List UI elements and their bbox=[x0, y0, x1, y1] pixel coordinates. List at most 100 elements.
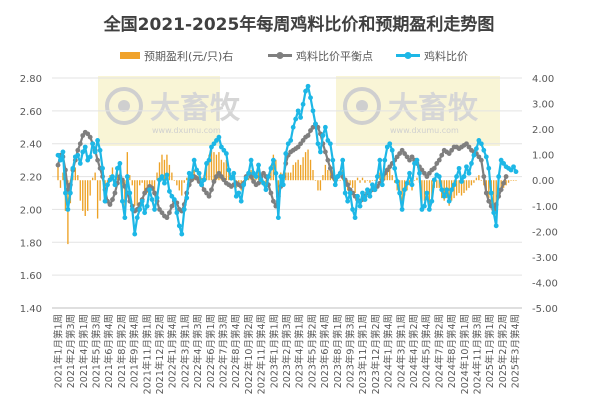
ratio-point bbox=[206, 157, 212, 163]
x-tick-label: 2023年9月第3周 bbox=[345, 314, 357, 388]
x-tick-label: 2023年5月第2周 bbox=[306, 314, 318, 388]
ratio-point bbox=[162, 180, 167, 186]
ratio-point bbox=[392, 165, 398, 171]
ratio-point bbox=[278, 174, 284, 179]
ratio-point bbox=[263, 187, 269, 193]
ratio-point bbox=[469, 161, 474, 166]
x-tick-label: 2024年8月第4周 bbox=[446, 314, 458, 388]
profit-bar bbox=[79, 180, 81, 201]
x-tick-label: 2021年9月第4周 bbox=[129, 314, 141, 388]
profit-bar bbox=[200, 177, 203, 181]
ratio-point bbox=[501, 161, 507, 166]
ratio-point bbox=[112, 182, 118, 188]
balance-point bbox=[503, 174, 509, 179]
profit-bar bbox=[436, 180, 438, 188]
balance-point bbox=[157, 207, 162, 212]
ratio-point bbox=[186, 170, 192, 176]
balance-point bbox=[248, 174, 254, 179]
ratio-point bbox=[285, 141, 291, 147]
watermark-text: 大畜牧 bbox=[150, 91, 241, 126]
profit-bar bbox=[515, 180, 517, 181]
profit-bar bbox=[67, 180, 69, 245]
ratio-point bbox=[402, 187, 407, 193]
profit-bar bbox=[124, 180, 126, 209]
y-right-tick-label: -5.00 bbox=[532, 304, 558, 315]
x-tick-label: 2022年1月第4周 bbox=[167, 314, 179, 388]
balance-point bbox=[65, 187, 71, 193]
ratio-point bbox=[194, 167, 200, 173]
ratio-point bbox=[461, 174, 467, 179]
ratio-point bbox=[377, 157, 383, 163]
profit-bar bbox=[161, 154, 163, 181]
y-right-tick-label: -2.00 bbox=[532, 227, 558, 238]
watermark-text: 大畜牧 bbox=[388, 91, 479, 126]
ratio-point bbox=[241, 182, 247, 188]
profit-bar bbox=[213, 152, 215, 181]
balance-point bbox=[409, 154, 415, 160]
balance-point bbox=[167, 210, 172, 216]
profit-bar bbox=[285, 172, 287, 181]
profit-bar bbox=[401, 180, 403, 206]
ratio-point bbox=[102, 198, 108, 204]
x-tick-label: 2023年11月第1周 bbox=[357, 314, 369, 394]
profit-bar bbox=[225, 159, 228, 181]
ratio-point bbox=[199, 182, 204, 188]
profit-bar bbox=[136, 180, 138, 206]
y-right-tick-label: -3.00 bbox=[532, 253, 558, 264]
y-axis-left: 1.40 1.60 1.80 2.00 2.20 2.40 2.60 2.80 bbox=[20, 74, 42, 315]
profit-bar bbox=[94, 172, 96, 181]
balance-point bbox=[384, 167, 390, 173]
profit-bar bbox=[96, 180, 99, 219]
ratio-point bbox=[154, 195, 160, 201]
balance-point bbox=[164, 215, 170, 221]
profit-bar bbox=[512, 180, 515, 181]
profit-bar bbox=[468, 180, 470, 188]
profit-bar bbox=[460, 180, 463, 196]
profit-bar bbox=[319, 180, 322, 191]
ratio-point bbox=[397, 190, 403, 196]
y-right-tick-label: -1.00 bbox=[532, 202, 558, 213]
profit-bar bbox=[294, 162, 297, 181]
ratio-point bbox=[204, 161, 209, 166]
profit-bar bbox=[354, 180, 356, 193]
ratio-point bbox=[226, 167, 232, 173]
profit-bar bbox=[473, 180, 475, 183]
balance-point bbox=[218, 174, 224, 179]
ratio-point bbox=[337, 170, 343, 176]
x-tick-label: 2022年10月第2周 bbox=[243, 314, 255, 394]
ratio-point bbox=[491, 210, 497, 216]
profit-bar bbox=[495, 180, 497, 219]
profit-bar bbox=[111, 167, 114, 181]
ratio-point bbox=[211, 141, 217, 147]
x-axis: 2021年1月第1周 2021年2月第3周 2021年4月第1周 2021年5月第3周… bbox=[52, 307, 522, 394]
x-tick-label: 2022年7月第3周 bbox=[217, 314, 229, 388]
profit-bar bbox=[304, 152, 307, 181]
ratio-point bbox=[134, 215, 140, 221]
ratio-point bbox=[422, 203, 427, 209]
balance-point bbox=[464, 141, 469, 147]
profit-bar bbox=[220, 159, 223, 181]
profit-bar bbox=[91, 177, 94, 181]
ratio-point bbox=[189, 174, 195, 179]
balance-point bbox=[298, 141, 304, 147]
profit-bar bbox=[458, 180, 460, 193]
profit-bar bbox=[428, 180, 431, 206]
ratio-point bbox=[431, 177, 437, 183]
balance-point bbox=[211, 179, 217, 184]
ratio-point bbox=[137, 207, 143, 212]
balance-point bbox=[204, 190, 209, 196]
ratio-point bbox=[327, 141, 333, 147]
ratio-point bbox=[228, 175, 234, 181]
x-tick-label: 2024年5月第4周 bbox=[421, 314, 433, 388]
profit-bar bbox=[485, 180, 487, 191]
balance-point bbox=[112, 190, 118, 196]
balance-point bbox=[486, 198, 492, 204]
balance-point bbox=[397, 151, 403, 156]
ratio-point bbox=[367, 193, 373, 199]
balance-point bbox=[201, 187, 207, 193]
x-tick-label: 2022年6月第1周 bbox=[205, 314, 217, 388]
x-tick-label: 2021年4月第1周 bbox=[78, 314, 90, 388]
ratio-point bbox=[379, 182, 385, 188]
balance-point bbox=[449, 147, 455, 153]
ratio-point bbox=[283, 151, 289, 156]
